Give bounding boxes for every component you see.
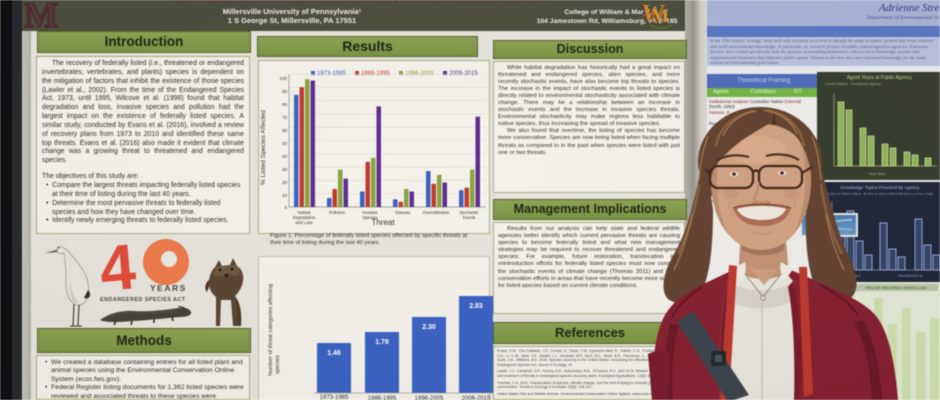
svg-text:Habitat: Habitat [297,210,311,215]
svg-text:2006-2015: 2006-2015 [462,396,491,400]
svg-text:Overutilization: Overutilization [423,210,450,215]
svg-text:80: 80 [282,102,288,107]
svg-text:1973-1985: 1973-1985 [320,395,349,400]
svg-text:50: 50 [282,141,288,146]
svg-text:2.30: 2.30 [422,324,436,331]
svg-text:Species: Species [363,215,378,220]
svg-text:20: 20 [282,180,288,185]
svg-text:and Loss: and Loss [296,220,313,225]
svg-text:YEARS: YEARS [150,283,187,293]
svg-text:W: W [640,0,666,25]
svg-text:100: 100 [279,76,287,81]
svg-text:species: species [275,355,281,374]
svg-text:Year Bins: Year Bins [869,171,886,176]
svg-text:Stochastic: Stochastic [459,210,478,215]
svg-text:40: 40 [282,154,288,159]
svg-text:Invasive: Invasive [362,210,378,215]
svg-text:1986-1995: 1986-1995 [368,396,397,400]
svg-text:1.78: 1.78 [375,339,389,346]
svg-text:Events: Events [463,215,476,220]
svg-text:Degradation: Degradation [293,215,316,220]
svg-text:90: 90 [282,89,288,94]
svg-text:2.83: 2.83 [469,303,483,310]
svg-text:M: M [650,6,669,28]
svg-text:4: 4 [97,238,139,305]
svg-text:Plant/Bird/Fox: Plant/Bird/Fox [897,273,922,278]
svg-text:1.46: 1.46 [327,350,341,357]
svg-text:1996-2005: 1996-2005 [415,396,444,400]
svg-text:70: 70 [282,115,288,120]
svg-text:M: M [651,6,669,27]
svg-text:Pollution: Pollution [329,210,346,215]
svg-text:ENDANGERED SPECIES ACT: ENDANGERED SPECIES ACT [100,297,186,303]
svg-text:% Listed Species Affected: % Listed Species Affected [260,110,267,185]
svg-text:30: 30 [282,167,288,172]
svg-text:Number of threat categories af: Number of threat categories affecting [268,284,274,376]
svg-text:0: 0 [284,205,287,210]
svg-text:Threat: Threat [371,218,395,227]
svg-text:Disease: Disease [395,210,411,215]
svg-text:60: 60 [282,128,288,133]
svg-text:10: 10 [282,193,288,198]
svg-text:W: W [640,1,666,27]
